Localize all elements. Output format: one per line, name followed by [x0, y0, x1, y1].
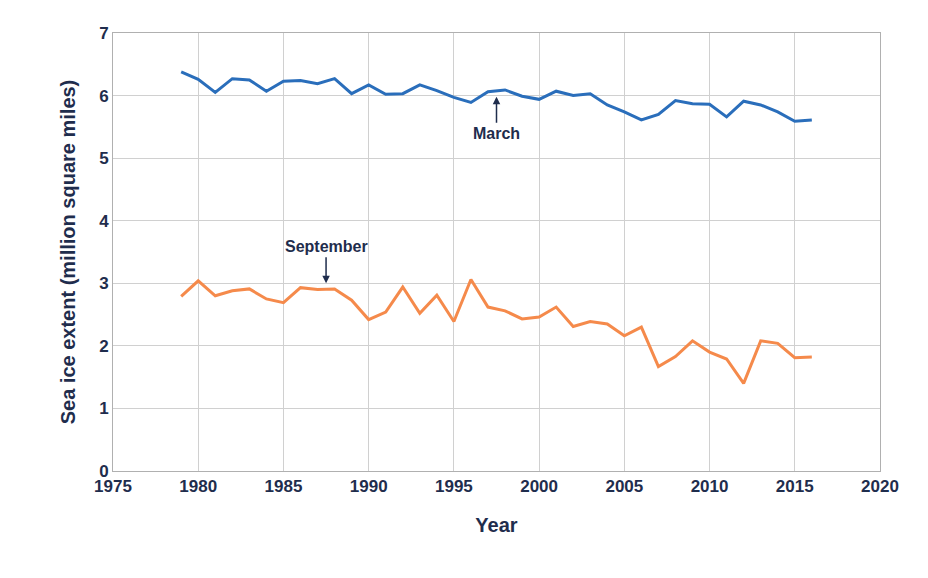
- svg-text:1: 1: [99, 399, 108, 418]
- svg-text:2: 2: [99, 337, 108, 356]
- svg-text:1980: 1980: [179, 477, 217, 496]
- svg-text:Sea ice extent (million square: Sea ice extent (million square miles): [57, 80, 79, 425]
- svg-text:4: 4: [99, 212, 109, 231]
- svg-text:1975: 1975: [94, 477, 132, 496]
- svg-text:1990: 1990: [350, 477, 388, 496]
- svg-text:2000: 2000: [520, 477, 558, 496]
- svg-text:6: 6: [99, 87, 108, 106]
- svg-text:Year: Year: [475, 514, 517, 536]
- svg-text:2010: 2010: [691, 477, 729, 496]
- svg-text:September: September: [285, 238, 368, 255]
- svg-text:2020: 2020: [861, 477, 899, 496]
- svg-text:March: March: [473, 125, 520, 142]
- svg-text:1985: 1985: [265, 477, 303, 496]
- svg-text:7: 7: [99, 24, 108, 43]
- svg-text:2005: 2005: [605, 477, 643, 496]
- svg-text:5: 5: [99, 149, 108, 168]
- svg-text:1995: 1995: [435, 477, 473, 496]
- svg-text:3: 3: [99, 274, 108, 293]
- svg-text:0: 0: [99, 462, 108, 481]
- svg-text:2015: 2015: [776, 477, 814, 496]
